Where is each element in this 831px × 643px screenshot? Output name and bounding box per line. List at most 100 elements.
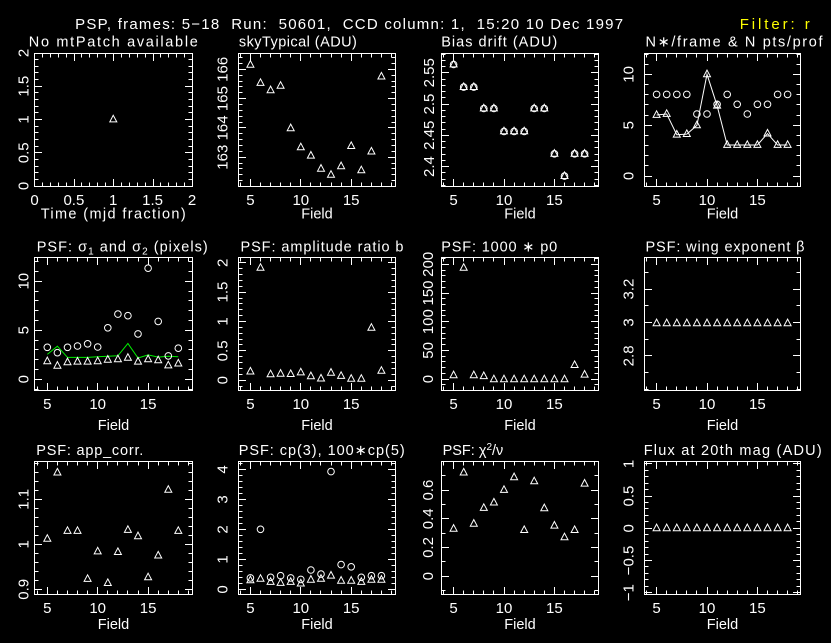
svg-text:10: 10 bbox=[292, 600, 309, 617]
svg-text:Field: Field bbox=[504, 418, 535, 434]
svg-text:skyTypical (ADU): skyTypical (ADU) bbox=[239, 35, 357, 51]
svg-text:10: 10 bbox=[89, 396, 106, 413]
svg-text:2: 2 bbox=[215, 259, 232, 267]
svg-text:0: 0 bbox=[215, 376, 232, 384]
svg-text:PSF: wing exponent β: PSF: wing exponent β bbox=[646, 240, 805, 256]
svg-text:5: 5 bbox=[449, 600, 457, 617]
svg-text:0: 0 bbox=[16, 375, 33, 383]
svg-text:165: 165 bbox=[215, 86, 232, 111]
svg-text:Field: Field bbox=[98, 617, 129, 633]
svg-text:10: 10 bbox=[699, 600, 716, 617]
svg-text:0.2: 0.2 bbox=[420, 537, 437, 558]
svg-text:Field: Field bbox=[301, 207, 332, 223]
svg-text:15: 15 bbox=[140, 396, 157, 413]
svg-text:Field: Field bbox=[707, 418, 738, 434]
svg-text:Field: Field bbox=[504, 207, 535, 223]
svg-text:2.55: 2.55 bbox=[421, 58, 438, 87]
svg-text:10: 10 bbox=[621, 66, 638, 83]
svg-text:1.5: 1.5 bbox=[215, 282, 232, 303]
svg-text:100: 100 bbox=[420, 309, 437, 334]
svg-text:0: 0 bbox=[420, 572, 437, 580]
svg-text:150: 150 bbox=[420, 280, 437, 305]
svg-text:2: 2 bbox=[215, 525, 232, 533]
svg-text:−0.5: −0.5 bbox=[621, 546, 638, 576]
svg-text:2.5: 2.5 bbox=[421, 94, 438, 115]
svg-text:Field: Field bbox=[707, 207, 738, 223]
svg-text:15: 15 bbox=[343, 600, 360, 617]
svg-text:1.5: 1.5 bbox=[16, 76, 33, 97]
svg-text:15: 15 bbox=[749, 600, 766, 617]
svg-text:5: 5 bbox=[16, 326, 33, 334]
svg-text:10: 10 bbox=[699, 396, 716, 413]
svg-text:Field: Field bbox=[707, 617, 738, 633]
svg-text:3: 3 bbox=[215, 495, 232, 503]
svg-text:PSF: χ2/ν: PSF: χ2/ν bbox=[443, 442, 504, 459]
svg-text:15: 15 bbox=[546, 600, 563, 617]
svg-text:15: 15 bbox=[546, 192, 563, 209]
svg-text:2: 2 bbox=[16, 49, 33, 57]
svg-text:2.8: 2.8 bbox=[621, 345, 638, 366]
svg-text:15: 15 bbox=[749, 396, 766, 413]
svg-text:1: 1 bbox=[621, 460, 638, 468]
svg-text:Field: Field bbox=[98, 418, 129, 434]
svg-text:1.1: 1.1 bbox=[16, 489, 33, 510]
svg-text:0.5: 0.5 bbox=[215, 340, 232, 361]
svg-text:3: 3 bbox=[621, 318, 638, 326]
svg-text:4: 4 bbox=[215, 465, 232, 473]
svg-text:5: 5 bbox=[43, 600, 51, 617]
svg-text:PSP, frames: 5−18 Run: 50601: PSP, frames: 5−18 Run: 50601, CCD column… bbox=[75, 16, 623, 33]
svg-text:−1: −1 bbox=[621, 584, 638, 601]
svg-text:10: 10 bbox=[292, 396, 309, 413]
svg-text:10: 10 bbox=[89, 600, 106, 617]
svg-text:0: 0 bbox=[16, 182, 33, 190]
svg-text:Field: Field bbox=[504, 617, 535, 633]
svg-text:5: 5 bbox=[246, 396, 254, 413]
svg-text:Bias drift (ADU): Bias drift (ADU) bbox=[441, 35, 557, 51]
svg-text:50: 50 bbox=[420, 342, 437, 359]
svg-text:15: 15 bbox=[343, 396, 360, 413]
svg-text:10: 10 bbox=[496, 192, 513, 209]
svg-text:1: 1 bbox=[109, 192, 117, 209]
svg-text:0.5: 0.5 bbox=[621, 486, 638, 507]
svg-text:0: 0 bbox=[621, 172, 638, 180]
svg-text:Field: Field bbox=[301, 617, 332, 633]
svg-text:2.45: 2.45 bbox=[421, 121, 438, 150]
svg-text:15: 15 bbox=[546, 396, 563, 413]
svg-text:1: 1 bbox=[16, 540, 33, 548]
svg-text:5: 5 bbox=[449, 396, 457, 413]
svg-text:5: 5 bbox=[652, 192, 660, 209]
svg-text:10: 10 bbox=[16, 273, 33, 290]
svg-text:10: 10 bbox=[699, 192, 716, 209]
svg-text:5: 5 bbox=[246, 600, 254, 617]
svg-text:0.5: 0.5 bbox=[16, 142, 33, 163]
svg-text:Flux at 20th mag (ADU): Flux at 20th mag (ADU) bbox=[644, 443, 822, 459]
svg-text:2.4: 2.4 bbox=[421, 156, 438, 177]
svg-text:0.6: 0.6 bbox=[420, 480, 437, 501]
svg-text:10: 10 bbox=[292, 192, 309, 209]
svg-text:10: 10 bbox=[496, 600, 513, 617]
svg-text:PSF: σ1 and σ2 (pixels): PSF: σ1 and σ2 (pixels) bbox=[37, 240, 208, 258]
svg-text:1: 1 bbox=[215, 555, 232, 563]
svg-text:5: 5 bbox=[449, 192, 457, 209]
svg-text:Filter: r: Filter: r bbox=[740, 16, 810, 33]
svg-text:0: 0 bbox=[30, 192, 38, 209]
svg-text:0: 0 bbox=[420, 375, 437, 383]
svg-text:Field: Field bbox=[301, 418, 332, 434]
svg-text:163: 163 bbox=[215, 145, 232, 170]
svg-text:1: 1 bbox=[16, 115, 33, 123]
svg-text:0: 0 bbox=[621, 524, 638, 532]
svg-text:5: 5 bbox=[652, 396, 660, 413]
svg-text:0.5: 0.5 bbox=[63, 192, 84, 209]
svg-text:0.4: 0.4 bbox=[420, 508, 437, 529]
svg-text:1: 1 bbox=[215, 317, 232, 325]
svg-text:5: 5 bbox=[246, 192, 254, 209]
svg-text:0: 0 bbox=[215, 585, 232, 593]
svg-text:PSF: 1000 ∗ p0: PSF: 1000 ∗ p0 bbox=[441, 240, 557, 256]
svg-text:200: 200 bbox=[420, 252, 437, 277]
svg-text:164: 164 bbox=[215, 115, 232, 140]
svg-text:166: 166 bbox=[215, 57, 232, 82]
svg-text:No mtPatch available: No mtPatch available bbox=[29, 35, 198, 51]
svg-text:0.9: 0.9 bbox=[16, 579, 33, 600]
svg-text:Time (mjd fraction): Time (mjd fraction) bbox=[41, 207, 186, 223]
svg-text:15: 15 bbox=[140, 600, 157, 617]
